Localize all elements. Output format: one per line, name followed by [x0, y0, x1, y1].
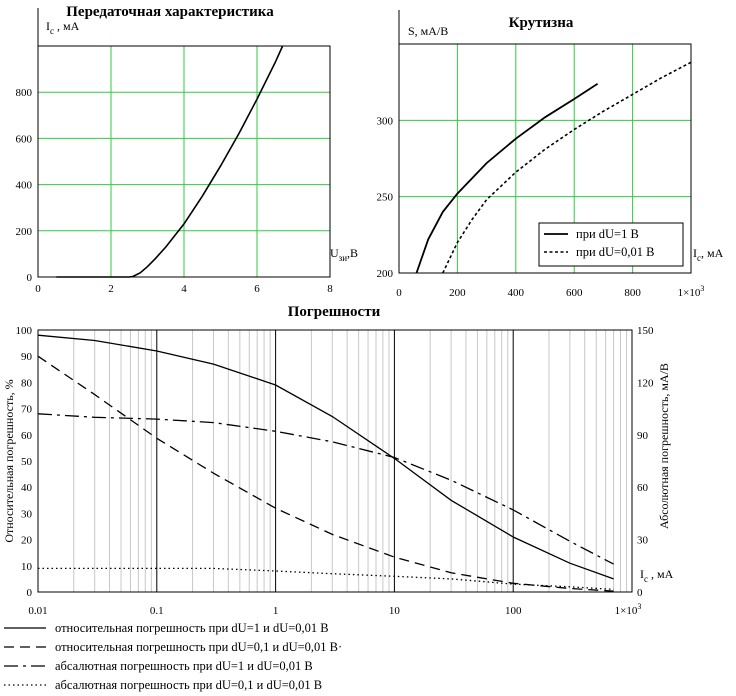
plot-frame [37, 45, 331, 278]
y-tick-label: 200 [16, 226, 33, 238]
y-axis-label-sub: c [50, 26, 54, 36]
legend-box [538, 222, 684, 267]
series-line-4 [37, 413, 614, 565]
x-multiplier: ×10 [620, 605, 638, 617]
x-tick-label: 0.1 [150, 605, 164, 617]
y-tick-label-left: 90 [21, 351, 33, 363]
x-tick-label: 100 [505, 605, 522, 617]
y-tick-label: 200 [377, 268, 394, 280]
y-tick-label: 300 [377, 115, 394, 127]
x-tick-label: 200 [449, 287, 466, 299]
y-tick-label-left: 40 [21, 482, 33, 494]
y-tick-label-left: 50 [21, 456, 33, 468]
y-tick-label-left: 80 [21, 377, 33, 389]
x-tick-label: 1×103 [678, 284, 705, 299]
y-tick-label-left: 20 [21, 535, 33, 547]
x-tick-label: 6 [254, 283, 260, 295]
x-multiplier-exp: 3 [700, 284, 704, 293]
x-tick-label: 0 [35, 283, 41, 295]
chart-title: Крутизна [509, 15, 574, 31]
y-tick-label: 800 [16, 87, 33, 99]
x-multiplier-exp: 3 [637, 602, 641, 611]
y-axis-label: S, мА/В [408, 24, 448, 38]
x-tick-label: 0.01 [28, 605, 47, 617]
x-tick-label: 800 [624, 287, 641, 299]
x-tick-label: 1 [273, 605, 279, 617]
y-tick-label-left: 0 [27, 587, 33, 599]
x-tick-label: 2 [108, 283, 114, 295]
plot-frame [37, 329, 633, 593]
y-tick-label-right: 0 [637, 587, 643, 599]
series-line-2 [442, 61, 692, 274]
y-axis-label-unit: , мА [54, 19, 80, 33]
x-axis-label-unit: , мА [701, 246, 724, 260]
x-axis-label-unit: ,В [347, 246, 358, 260]
y-tick-label-right: 90 [637, 430, 649, 442]
legend-label-2: относительная погрешность при dU=0,1 и d… [55, 640, 342, 654]
plot-frame [398, 43, 692, 274]
x-tick-label: 8 [327, 283, 333, 295]
x-tick-label: 400 [508, 287, 525, 299]
y-tick-label-right: 30 [637, 535, 649, 547]
legend-label-4: абсалютная погрешность при dU=0,1 и dU=0… [55, 678, 322, 692]
x-axis-label-sub: c [697, 253, 701, 263]
x-axis-label: Uзи,В [330, 246, 358, 263]
x-tick-label: 10 [389, 605, 401, 617]
series-line-1 [37, 334, 614, 580]
chart-title: Погрешности [288, 304, 381, 320]
y-tick-label-left: 60 [21, 430, 33, 442]
y-tick-label-left: 100 [16, 325, 33, 337]
x-axis-label-unit: , мА [648, 567, 674, 581]
series-line-2 [38, 567, 614, 591]
y-axis-label-left: Относительная погрешность, % [2, 379, 16, 542]
y-axis-label: Ic , мА [46, 19, 80, 36]
chart-title: Передаточная характеристика [66, 4, 274, 20]
y-axis-label-right: Абсолютная погрешность, мА/В [657, 363, 671, 529]
x-tick-label: 600 [566, 287, 583, 299]
y-tick-label-left: 70 [21, 404, 33, 416]
legend-label-1: относительная погрешность при dU=1 и dU=… [55, 621, 329, 635]
y-tick-label-right: 120 [637, 377, 654, 389]
y-tick-label: 600 [16, 133, 33, 145]
series-line [56, 45, 284, 278]
y-tick-label: 250 [377, 192, 394, 204]
legend-label-2: при dU=0,01 В [576, 245, 654, 259]
y-tick-label-left: 10 [21, 561, 33, 573]
x-axis-label: Ic , мА [640, 567, 674, 584]
y-tick-label: 0 [27, 272, 33, 284]
x-tick-label: 4 [181, 283, 187, 295]
x-axis-label-sub: зи [339, 253, 348, 263]
legend-label-1: при dU=1 В [576, 227, 639, 241]
y-tick-label-right: 150 [637, 325, 654, 337]
x-axis-label: Ic, мА [693, 246, 724, 263]
x-tick-label: 1×103 [615, 602, 642, 617]
y-tick-label-right: 60 [637, 482, 649, 494]
series-line-3 [37, 355, 614, 592]
y-tick-label-left: 30 [21, 508, 33, 520]
series-line-1 [415, 82, 599, 274]
x-tick-label: 0 [396, 287, 402, 299]
y-tick-label: 400 [16, 180, 33, 192]
x-multiplier: ×10 [683, 287, 701, 299]
x-axis-label-sub: c [644, 574, 648, 584]
legend-label-3: абсалютная погрешность при dU=1 и dU=0,0… [55, 659, 313, 673]
